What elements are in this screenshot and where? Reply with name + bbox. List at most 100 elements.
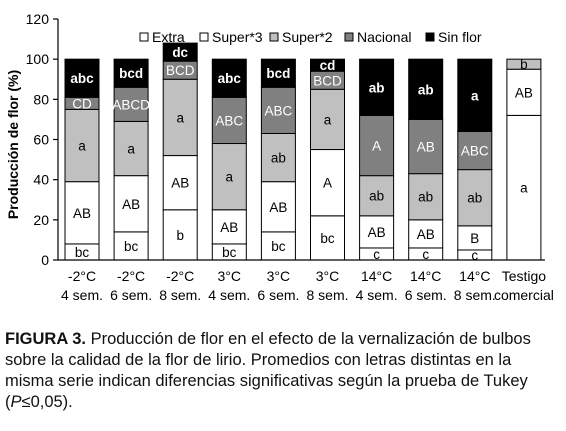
x-tick-label: 14°C (361, 268, 392, 284)
x-tick-label: -2°C (117, 268, 145, 284)
bar-segment (113, 86, 149, 122)
bar-segment-label: bc (271, 239, 286, 254)
bar-segment (64, 58, 100, 98)
bar-segment-label: ABC (215, 113, 243, 128)
bar-segment-label: AB (171, 176, 189, 191)
bar-segment-label: c (422, 247, 429, 262)
x-tick-label-line2: 8 sem. (306, 287, 348, 303)
bar-segment (113, 120, 149, 177)
bar-segment (113, 175, 149, 233)
bar-segment-label: a (176, 110, 184, 125)
bar-segment (211, 96, 247, 145)
y-axis-title: Producción de flor (%) (5, 70, 21, 219)
bar-segment-label: ab (418, 82, 434, 97)
bar-segment (457, 225, 493, 251)
bar-segment-label: abc (70, 71, 94, 86)
bar-segment-label: AB (220, 220, 238, 235)
bar-segment-label: ab (369, 189, 384, 204)
bar-segment-label: a (471, 88, 479, 103)
y-tick-label: 100 (26, 51, 50, 67)
bar-segment (506, 58, 542, 70)
bar-segment-label: c (373, 247, 380, 262)
bar-segment (162, 155, 198, 211)
bar-segment (162, 209, 198, 261)
x-tick-label-line2: 6 sem. (257, 287, 299, 303)
x-tick-label-line2: 8 sem. (454, 287, 496, 303)
bar-segment-label: a (520, 181, 528, 196)
bar-segment-label: CD (72, 96, 92, 111)
x-tick-label-line2: 4 sem. (356, 287, 398, 303)
bar-segment-label: abc (218, 71, 242, 86)
x-tick-label: 14°C (459, 268, 490, 284)
bar-segment-label: a (78, 139, 86, 154)
x-tick-label-line2: 6 sem. (405, 287, 447, 303)
bar-segment-label: ab (271, 151, 286, 166)
bar-segment-label: A (323, 176, 332, 191)
bar-segment-label: bcd (266, 66, 290, 81)
bar-segment-label: a (226, 170, 234, 185)
legend-swatch (199, 32, 209, 42)
bar-segment (359, 58, 395, 116)
x-tick-label: -2°C (166, 268, 194, 284)
legend-swatch (269, 32, 279, 42)
bar-segment-label: b (176, 228, 184, 243)
bar-segment (64, 181, 100, 245)
bar-segment (113, 58, 149, 88)
bar-segment-label: AB (515, 85, 533, 100)
bar-segment-label: ab (467, 191, 482, 206)
x-tick-label: Testigo (502, 268, 547, 284)
bar-segment (408, 58, 444, 120)
bar-segment-label: a (324, 112, 332, 127)
bar-segment-label: bcd (119, 66, 143, 81)
bar-segment-label: bc (222, 245, 237, 260)
bar-segment-label: AB (73, 206, 91, 221)
x-tick-label-line2: 4 sem. (208, 287, 250, 303)
x-tick-label: 3°C (316, 268, 340, 284)
bar-segment-label: b (520, 57, 528, 72)
legend-label: Super*3 (212, 29, 263, 45)
x-tick-label: 3°C (267, 268, 291, 284)
bar-segment (113, 231, 149, 261)
bar-segment (359, 114, 395, 177)
bar-segment (457, 58, 493, 132)
bar-segment (64, 108, 100, 183)
y-tick-label: 0 (41, 252, 49, 268)
bar-segment (310, 88, 345, 151)
caption-text: Producción de flor en el efecto de la ve… (5, 330, 531, 411)
bar-segment (310, 58, 345, 72)
bar-segment-label: AB (269, 200, 287, 215)
x-tick-label: -2°C (68, 268, 96, 284)
bar-segment-label: ab (418, 190, 433, 205)
x-tick-label-line2: 6 sem. (110, 287, 152, 303)
legend-label: Nacional (357, 29, 411, 45)
bar-segment-label: c (471, 248, 478, 263)
legend-label: Sin flor (438, 29, 482, 45)
bar-segment (162, 42, 198, 62)
x-tick-label-line2: 8 sem. (159, 287, 201, 303)
legend-swatch (139, 32, 149, 42)
y-tick-label: 20 (33, 212, 49, 228)
bar-segment (260, 86, 296, 134)
x-tick-label: 3°C (218, 268, 242, 284)
bar-segment (506, 114, 542, 261)
bar-segment-label: BCD (313, 73, 342, 88)
y-tick-label: 120 (26, 11, 50, 27)
bar-segment-label: AB (417, 140, 435, 155)
bar-segment-label: AB (122, 197, 140, 212)
legend-swatch (425, 32, 435, 42)
bar-segment-label: B (470, 231, 479, 246)
x-tick-label-line2: 4 sem. (61, 287, 103, 303)
bar-segment (359, 215, 395, 249)
bar-segment-label: ABC (461, 144, 489, 159)
bar-segment (162, 78, 198, 157)
bar-segment-label: bc (124, 239, 139, 254)
figure-label: FIGURA 3. (5, 330, 86, 348)
y-tick-label: 40 (33, 172, 49, 188)
bar-segment-label: dc (172, 45, 188, 60)
bar-segment-label: AB (368, 225, 386, 240)
bar-segment-label: BCD (166, 63, 195, 78)
x-tick-label-line2: comercial (494, 287, 554, 303)
caption-text-end: ≤0,05). (21, 393, 73, 411)
bar-segment-label: ab (369, 80, 385, 95)
